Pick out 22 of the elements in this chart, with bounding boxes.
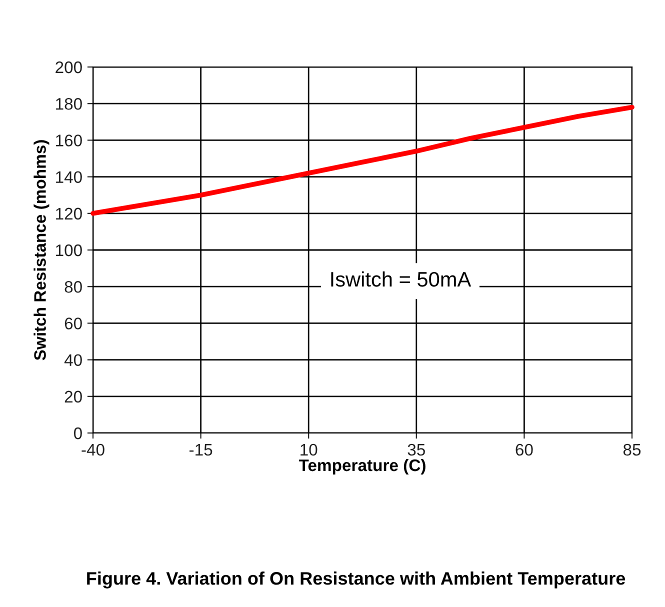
y-tick-label: 20 [64, 390, 82, 403]
x-tick-label: -15 [189, 444, 212, 456]
x-axis-title: Temperature (C) [298, 458, 426, 474]
y-tick-label: 160 [56, 134, 82, 146]
y-tick-label: 200 [56, 61, 82, 74]
caption: Figure 4. Variation of On Resistance with Ambient Temperature [87, 572, 626, 588]
line-series [90, 104, 634, 216]
y-tick-label: 180 [56, 98, 82, 110]
y-tick-label: 100 [56, 244, 82, 256]
x-tick-label: 35 [408, 444, 425, 456]
y-axis-title: Switch Resistance (mohms) [34, 140, 50, 360]
x-tick-label: 10 [300, 444, 318, 456]
x-tick-label: 85 [623, 444, 641, 456]
y-tick-label: 40 [64, 354, 82, 366]
x-tick-label: -40 [82, 444, 104, 456]
y-tick-label: 60 [64, 318, 82, 330]
x-tick-label: 60 [516, 444, 533, 456]
y-tick-label: 120 [56, 208, 82, 220]
y-tick-label: 80 [64, 281, 82, 293]
annotation: Iswitch = 50mA [331, 271, 472, 287]
y-tick-label: 140 [56, 171, 82, 184]
y-tick-label: 0 [74, 427, 82, 440]
